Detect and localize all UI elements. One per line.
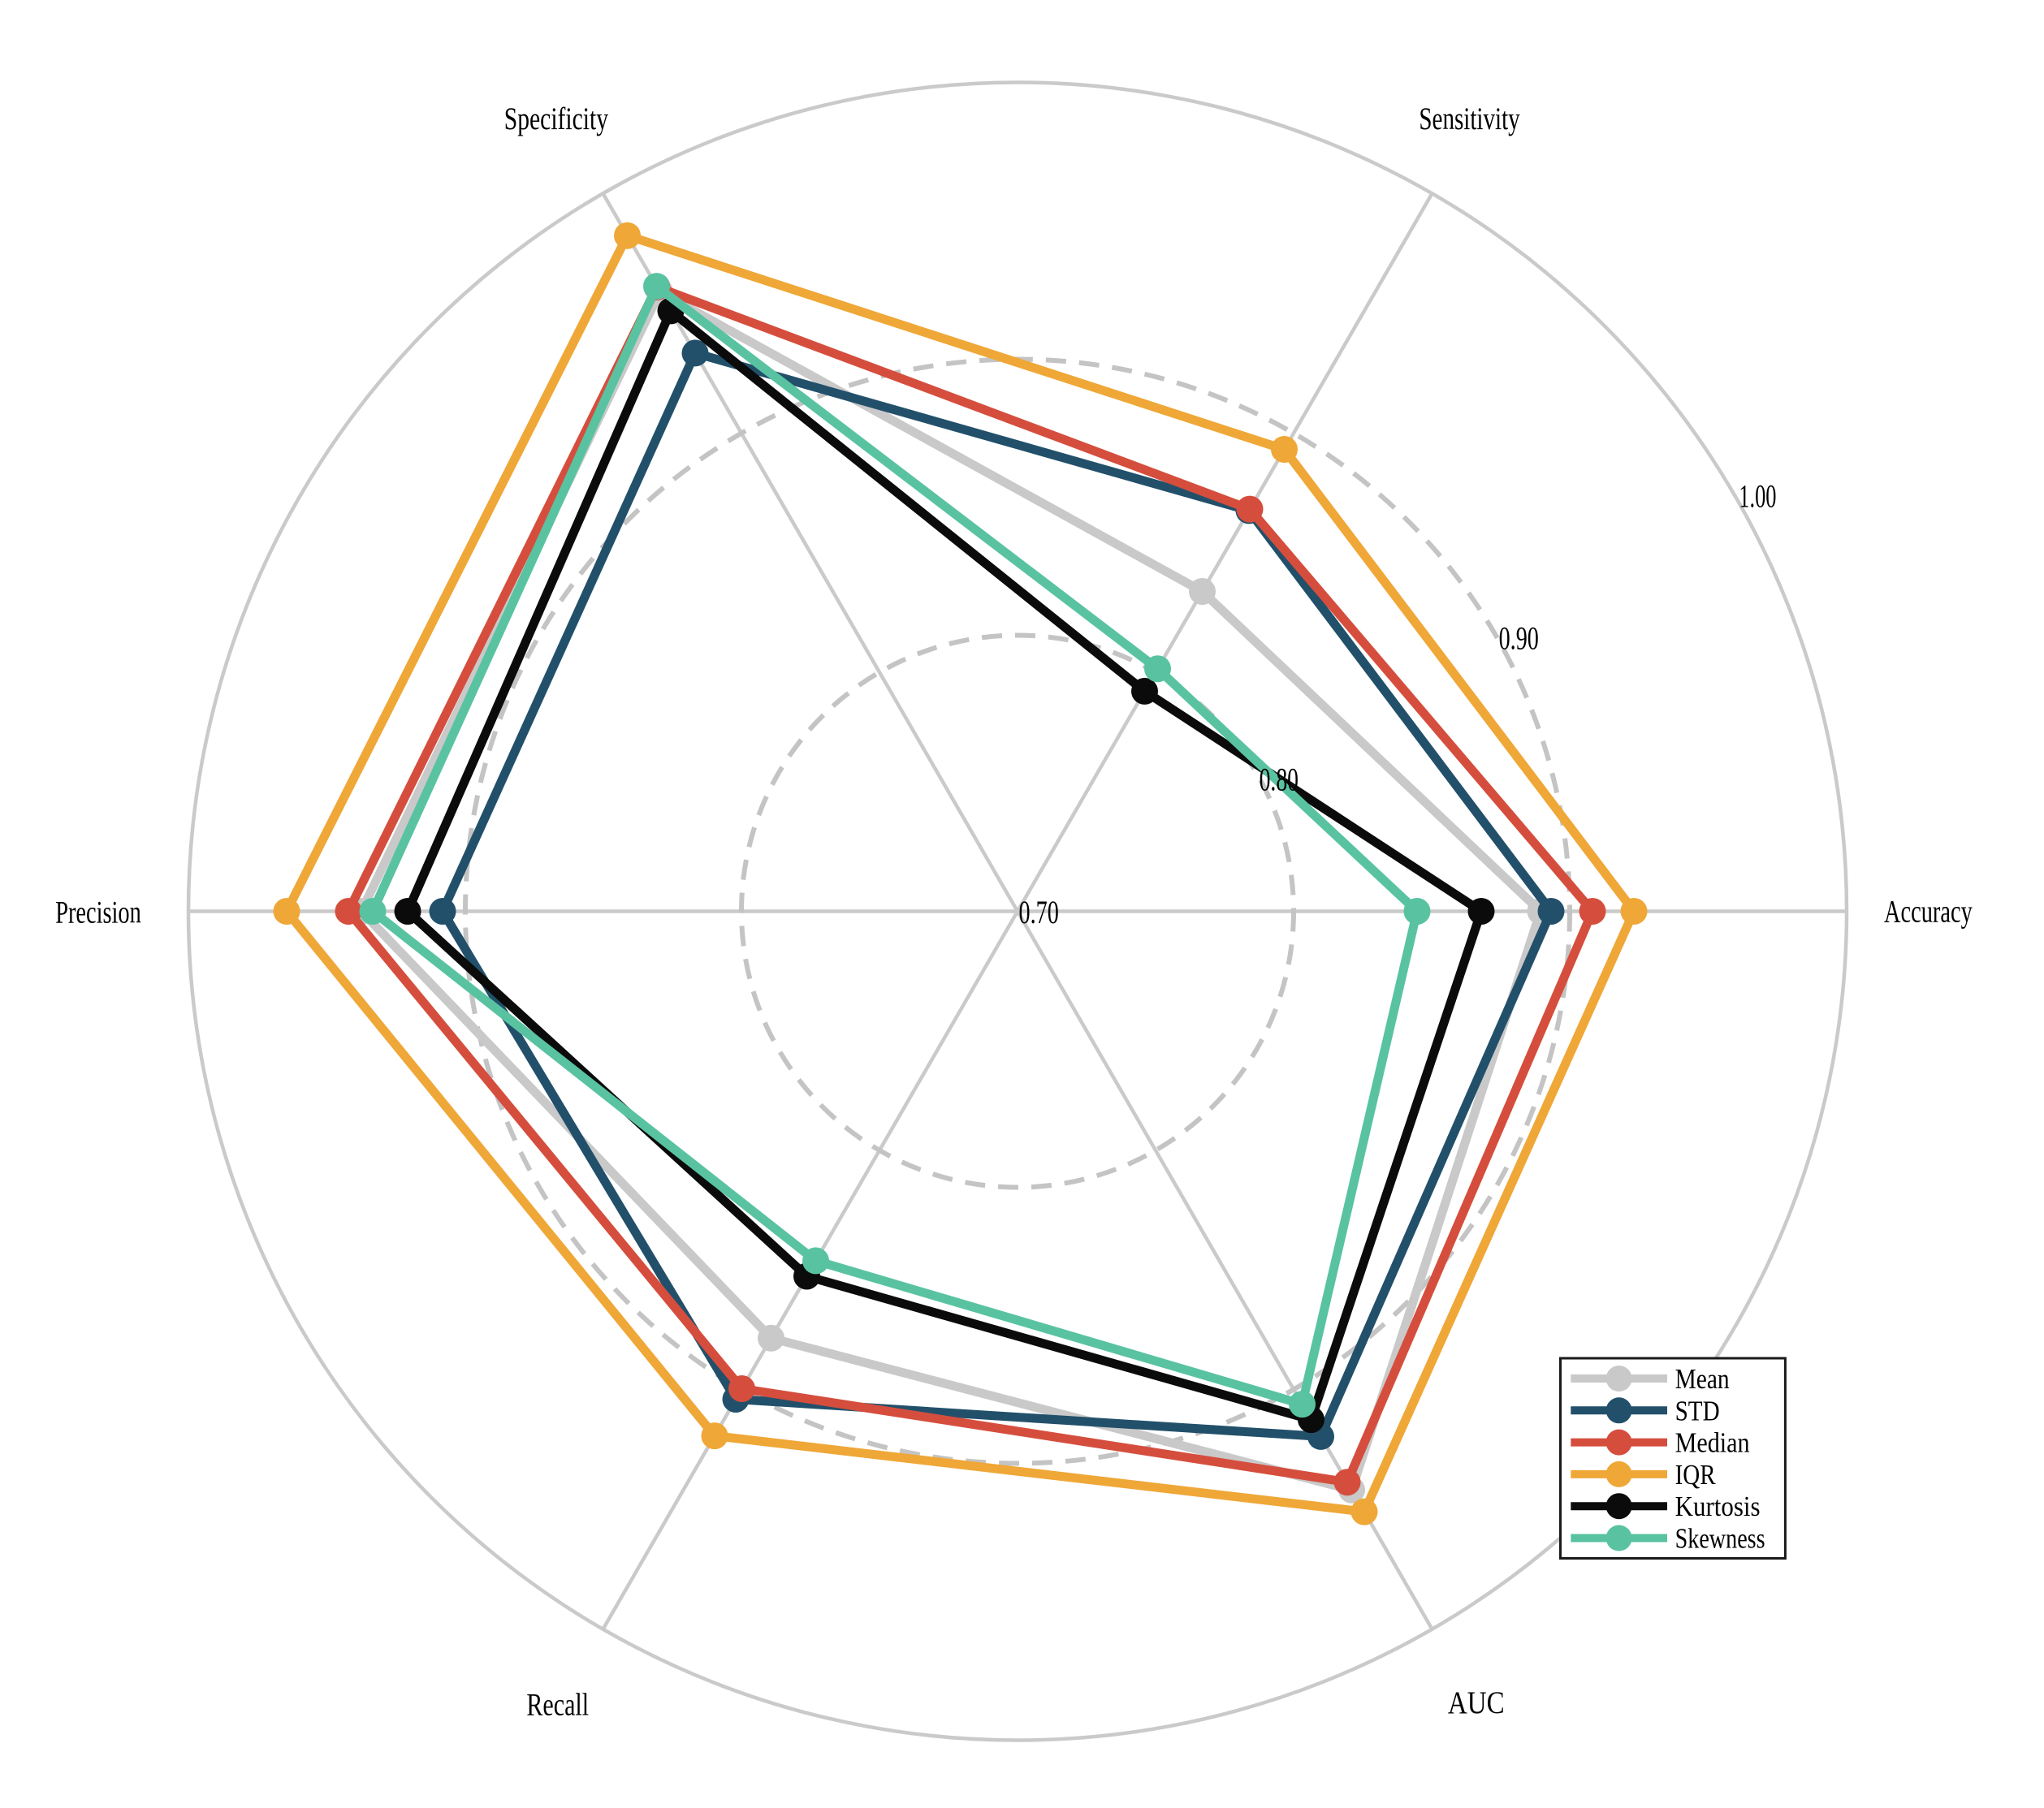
svg-text:Sensitivity: Sensitivity: [1419, 101, 1520, 136]
svg-text:AUC: AUC: [1448, 1685, 1505, 1720]
svg-text:0.90: 0.90: [1499, 619, 1539, 656]
svg-text:IQR: IQR: [1675, 1459, 1717, 1491]
svg-text:Mean: Mean: [1675, 1363, 1730, 1395]
svg-text:Skewness: Skewness: [1675, 1523, 1765, 1555]
svg-text:Kurtosis: Kurtosis: [1675, 1491, 1761, 1522]
svg-text:0.80: 0.80: [1260, 761, 1299, 797]
svg-text:1.00: 1.00: [1739, 478, 1776, 515]
svg-text:STD: STD: [1675, 1395, 1720, 1426]
svg-text:Recall: Recall: [526, 1687, 589, 1722]
svg-text:0.70: 0.70: [1019, 894, 1059, 930]
svg-text:Specificity: Specificity: [504, 101, 609, 136]
svg-text:Accuracy: Accuracy: [1884, 895, 1973, 930]
svg-text:Precision: Precision: [55, 895, 141, 930]
svg-text:Median: Median: [1675, 1427, 1750, 1459]
